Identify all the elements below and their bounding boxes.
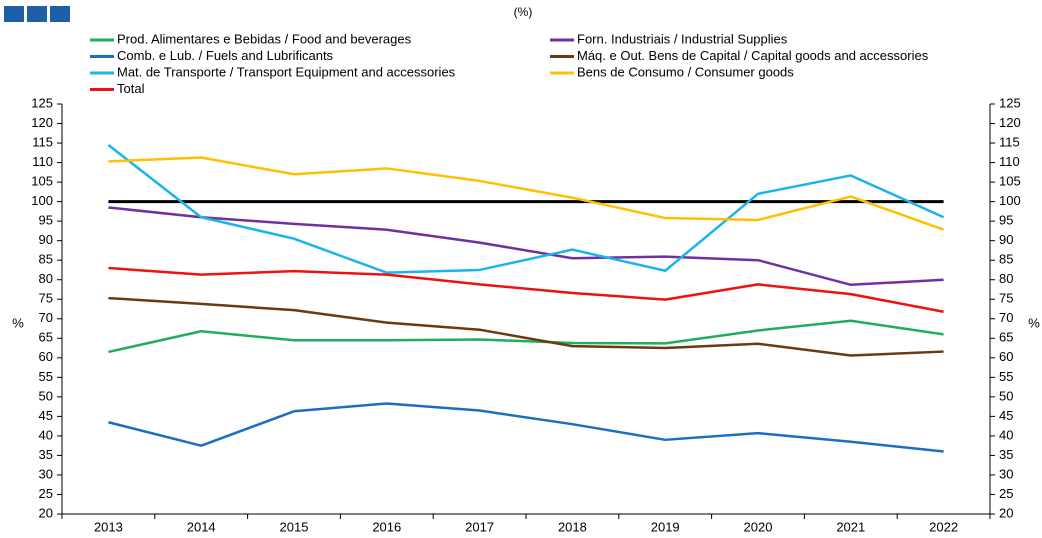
y2-tick-label: 20 <box>999 505 1013 520</box>
x-tick-label: 2015 <box>280 519 309 534</box>
y-tick-label: 95 <box>39 213 53 228</box>
legend-label: Forn. Industriais / Industrial Supplies <box>577 31 788 46</box>
data-line <box>108 206 944 287</box>
y2-tick-label: 110 <box>999 154 1020 169</box>
x-tick-label: 2020 <box>744 519 773 534</box>
x-tick-label: 2018 <box>558 519 587 534</box>
y-tick-label: 100 <box>31 193 53 208</box>
y2-tick-label: 80 <box>999 271 1013 286</box>
legend-label: Prod. Alimentares e Bebidas / Food and b… <box>117 31 412 46</box>
chart-subtitle: (%) <box>514 5 533 19</box>
data-line <box>107 144 945 274</box>
y-tick-label: 65 <box>39 330 53 345</box>
y-tick-label: 110 <box>32 154 53 169</box>
logo-block <box>4 6 24 22</box>
y-tick-label: 50 <box>39 388 53 403</box>
x-tick-label: 2016 <box>372 519 401 534</box>
y-tick-label: 90 <box>39 232 53 247</box>
data-line <box>108 319 944 354</box>
y2-tick-label: 115 <box>999 134 1020 149</box>
y-tick-label: 80 <box>39 271 53 286</box>
y-tick-label: 60 <box>39 349 53 364</box>
y2-tick-label: 60 <box>999 349 1013 364</box>
logo-block <box>27 6 47 22</box>
y-tick-label: 35 <box>39 447 53 462</box>
y-tick-label: 55 <box>39 369 53 384</box>
y2-tick-label: 105 <box>999 174 1021 189</box>
legend-label: Mat. de Transporte / Transport Equipment… <box>117 64 456 79</box>
legend-label: Bens de Consumo / Consumer goods <box>577 64 794 79</box>
y2-tick-label: 55 <box>999 369 1013 384</box>
y2-axis-label: % <box>1028 315 1040 330</box>
x-tick-label: 2019 <box>651 519 680 534</box>
y-tick-label: 25 <box>39 486 53 501</box>
y-tick-label: 70 <box>39 310 53 325</box>
y2-tick-label: 90 <box>999 232 1013 247</box>
y2-tick-label: 85 <box>999 252 1013 267</box>
data-line <box>108 402 944 453</box>
x-tick-label: 2017 <box>465 519 494 534</box>
y2-tick-label: 75 <box>999 291 1013 306</box>
y-tick-label: 85 <box>39 252 53 267</box>
y2-tick-label: 40 <box>999 427 1013 442</box>
logo-block <box>50 6 70 22</box>
y-tick-label: 20 <box>39 505 53 520</box>
y-tick-label: 105 <box>31 174 53 189</box>
y-tick-label: 125 <box>31 95 53 110</box>
y2-tick-label: 50 <box>999 388 1013 403</box>
y-axis-label: % <box>12 315 24 330</box>
x-tick-label: 2013 <box>94 519 123 534</box>
legend-label: Máq. e Out. Bens de Capital / Capital go… <box>577 48 929 63</box>
y2-tick-label: 65 <box>999 330 1013 345</box>
legend-label: Total <box>117 81 145 96</box>
legend-label: Comb. e Lub. / Fuels and Lubrificants <box>117 48 334 63</box>
y-tick-label: 120 <box>31 115 53 130</box>
y-tick-label: 40 <box>39 427 53 442</box>
y2-tick-label: 35 <box>999 447 1013 462</box>
y2-tick-label: 45 <box>999 408 1013 423</box>
y-tick-label: 75 <box>39 291 53 306</box>
x-tick-label: 2022 <box>929 519 958 534</box>
y2-tick-label: 30 <box>999 466 1013 481</box>
y-tick-label: 30 <box>39 466 53 481</box>
y-tick-label: 45 <box>39 408 53 423</box>
data-line <box>108 296 944 357</box>
y2-tick-label: 120 <box>999 115 1021 130</box>
x-tick-label: 2021 <box>836 519 865 534</box>
data-line <box>108 156 945 231</box>
y2-tick-label: 100 <box>999 193 1021 208</box>
y2-tick-label: 125 <box>999 95 1021 110</box>
data-line <box>108 266 944 313</box>
x-tick-label: 2014 <box>187 519 216 534</box>
y2-tick-label: 70 <box>999 310 1013 325</box>
y-tick-label: 115 <box>32 134 53 149</box>
y2-tick-label: 95 <box>999 213 1013 228</box>
y2-tick-label: 25 <box>999 486 1013 501</box>
